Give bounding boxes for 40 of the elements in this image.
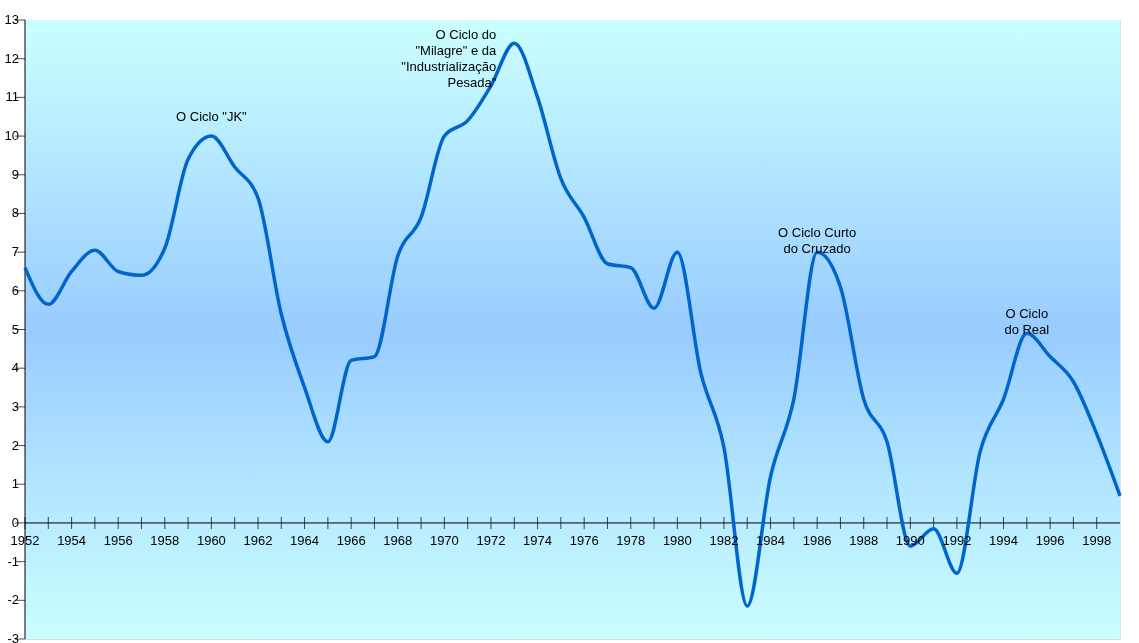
- y-tick-label: -1: [7, 553, 19, 569]
- annotation: O Ciclo Curto do Cruzado: [778, 225, 857, 257]
- y-tick-label: 2: [11, 437, 19, 453]
- y-tick-label: 12: [4, 50, 19, 66]
- x-tick-label: 1952: [10, 532, 40, 548]
- y-tick-label: 1: [11, 476, 19, 492]
- x-tick-label: 1966: [336, 532, 366, 548]
- x-tick-label: 1978: [616, 532, 646, 548]
- y-tick-label: 9: [11, 166, 19, 182]
- x-tick-label: 1998: [1082, 532, 1112, 548]
- y-tick-label: 6: [11, 282, 19, 298]
- annotation: O Ciclo do Real: [1004, 306, 1050, 338]
- y-tick-label: 10: [4, 128, 19, 144]
- y-tick-label: 0: [11, 514, 19, 530]
- x-tick-label: 1954: [57, 532, 87, 548]
- x-tick-label: 1986: [802, 532, 832, 548]
- x-tick-label: 1976: [569, 532, 599, 548]
- x-tick-label: 1970: [429, 532, 459, 548]
- x-tick-label: 1960: [196, 532, 226, 548]
- y-tick-label: 8: [11, 205, 19, 221]
- y-tick-label: 7: [11, 244, 19, 260]
- x-tick-label: 1956: [103, 532, 133, 548]
- x-tick-label: 1972: [476, 532, 506, 548]
- x-tick-label: 1988: [849, 532, 879, 548]
- y-tick-label: 13: [4, 12, 19, 27]
- x-tick-label: 1964: [290, 532, 320, 548]
- y-tick-label: 5: [11, 321, 19, 337]
- x-tick-label: 1994: [989, 532, 1018, 548]
- x-tick-label: 1974: [523, 532, 553, 548]
- y-tick-label: -2: [7, 592, 19, 608]
- y-tick-label: -3: [7, 631, 19, 643]
- x-tick-label: 1962: [243, 532, 273, 548]
- y-tick-label: 4: [11, 360, 19, 376]
- annotation: O Ciclo "JK": [176, 109, 248, 125]
- y-tick-label: 3: [11, 398, 19, 414]
- x-tick-label: 1958: [150, 532, 180, 548]
- y-tick-label: 11: [5, 89, 19, 105]
- x-tick-label: 1968: [383, 532, 413, 548]
- x-tick-label: 1980: [662, 532, 692, 548]
- x-tick-label: 1996: [1035, 532, 1065, 548]
